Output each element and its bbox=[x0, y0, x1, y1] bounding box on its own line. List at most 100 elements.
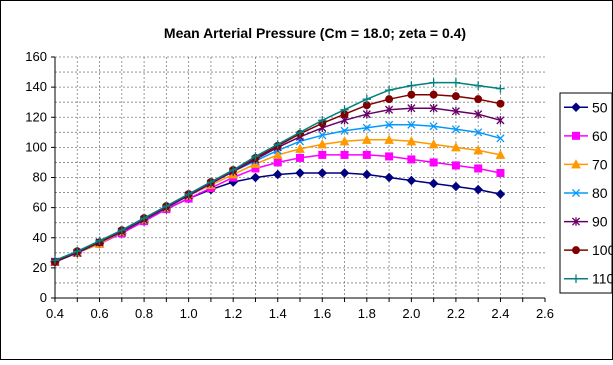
legend-entry-70-swatch-marker bbox=[571, 159, 581, 169]
series-70-point bbox=[295, 143, 305, 153]
legend-entry-110-swatch-marker bbox=[571, 274, 581, 283]
legend-entry-80-label: 80 bbox=[592, 185, 608, 201]
series-110-point bbox=[50, 256, 60, 265]
series-80-point bbox=[451, 125, 460, 134]
series-90-point bbox=[429, 104, 438, 113]
legend-entry-70-label: 70 bbox=[592, 156, 608, 172]
series-110-point bbox=[139, 213, 149, 223]
legend-entry-50-label: 50 bbox=[592, 99, 608, 115]
series-50-point bbox=[272, 169, 283, 180]
series-80-point bbox=[429, 122, 438, 131]
series-60-point bbox=[295, 153, 304, 162]
series-50-point bbox=[384, 172, 394, 183]
x-tick-label: 1.6 bbox=[313, 306, 331, 321]
series-60-point bbox=[362, 150, 371, 159]
y-tick-label: 20 bbox=[33, 260, 47, 275]
y-tick-label: 80 bbox=[33, 170, 47, 185]
series-70-point bbox=[428, 139, 439, 149]
series-110-point bbox=[251, 152, 260, 161]
series-110-point bbox=[73, 247, 82, 256]
series-50-point bbox=[317, 168, 328, 178]
y-tick-label: 100 bbox=[25, 139, 47, 154]
legend-entry-90-swatch-marker bbox=[571, 217, 581, 226]
series-100-point bbox=[474, 95, 483, 104]
y-tick-label: 120 bbox=[25, 109, 47, 124]
series-90-point bbox=[385, 105, 394, 114]
series-70-point bbox=[272, 149, 283, 159]
series-50-point bbox=[406, 175, 417, 186]
series-110-point bbox=[473, 81, 483, 90]
chart-title: Mean Arterial Pressure (Cm = 18.0; zeta … bbox=[164, 25, 466, 41]
series-70-point bbox=[406, 136, 417, 146]
y-tick-label: 0 bbox=[40, 290, 47, 305]
series-60-point bbox=[451, 161, 460, 170]
series-110-point bbox=[184, 189, 193, 199]
series-110-point bbox=[295, 128, 305, 137]
legend-entry-90-label: 90 bbox=[592, 214, 608, 230]
series-50-point bbox=[339, 168, 350, 178]
series-50-point bbox=[295, 168, 305, 178]
series-90-point bbox=[451, 107, 460, 116]
series-60-point bbox=[318, 150, 327, 159]
series-100-point bbox=[496, 99, 505, 108]
series-60-point bbox=[407, 155, 416, 164]
x-tick-label: 1.8 bbox=[358, 306, 376, 321]
series-110-point bbox=[273, 140, 282, 149]
series-50-point bbox=[495, 189, 506, 199]
series-110-point bbox=[429, 78, 438, 87]
x-tick-label: 0.4 bbox=[46, 306, 64, 321]
series-100-point bbox=[385, 95, 394, 104]
series-70-point bbox=[361, 134, 372, 144]
y-tick-label: 60 bbox=[33, 200, 47, 215]
legend-entry-50-swatch-marker bbox=[571, 102, 581, 113]
x-tick-label: 0.8 bbox=[135, 306, 153, 321]
legend-entry-100-label: 100 bbox=[592, 242, 613, 258]
series-80-point bbox=[385, 120, 394, 129]
series-70-point bbox=[495, 149, 506, 159]
series-60-point bbox=[385, 152, 394, 161]
series-110-point bbox=[228, 165, 238, 175]
legend-entry-100-swatch-marker bbox=[572, 246, 581, 255]
series-110-point bbox=[162, 201, 171, 211]
series-70-point bbox=[451, 142, 461, 152]
x-tick-label: 1.4 bbox=[269, 306, 287, 321]
series-70-point bbox=[384, 134, 394, 144]
series-60-point bbox=[474, 164, 483, 173]
series-100-point bbox=[407, 90, 416, 99]
series-90-point bbox=[362, 110, 371, 119]
series-80-point bbox=[318, 131, 327, 140]
series-50-point bbox=[473, 184, 483, 195]
series-60-point bbox=[496, 168, 505, 177]
x-tick-label: 1.0 bbox=[180, 306, 198, 321]
series-90-point bbox=[496, 116, 505, 125]
series-100-point bbox=[451, 92, 460, 101]
series-110-point bbox=[496, 84, 505, 93]
series-50-point bbox=[451, 181, 461, 192]
x-tick-label: 2.0 bbox=[402, 306, 420, 321]
series-110-point bbox=[206, 177, 216, 187]
legend-entry-80-swatch-marker bbox=[571, 188, 581, 198]
series-60-point bbox=[273, 158, 282, 167]
y-tick-label: 40 bbox=[33, 230, 47, 245]
series-110-point bbox=[407, 81, 416, 90]
series-110-point bbox=[117, 226, 127, 235]
series-80-point bbox=[340, 126, 349, 135]
series-70-point bbox=[339, 136, 350, 146]
series-80-point bbox=[474, 128, 483, 137]
x-tick-label: 2.6 bbox=[536, 306, 554, 321]
series-100-point bbox=[429, 90, 438, 99]
series-60-point bbox=[340, 150, 349, 159]
series-80-point bbox=[362, 123, 371, 132]
series-70-point bbox=[317, 139, 328, 149]
series-110-point bbox=[362, 94, 372, 104]
legend: 50 60 70 80 90 100 110 bbox=[559, 92, 613, 294]
series-60-point bbox=[429, 158, 438, 167]
x-tick-label: 1.2 bbox=[224, 306, 242, 321]
series-110-point bbox=[318, 116, 327, 125]
x-tick-label: 2.4 bbox=[491, 306, 509, 321]
series-110-point bbox=[384, 85, 394, 95]
x-tick-label: 0.6 bbox=[91, 306, 109, 321]
legend-entry-110-label: 110 bbox=[592, 271, 613, 287]
series-50-point bbox=[362, 169, 372, 180]
